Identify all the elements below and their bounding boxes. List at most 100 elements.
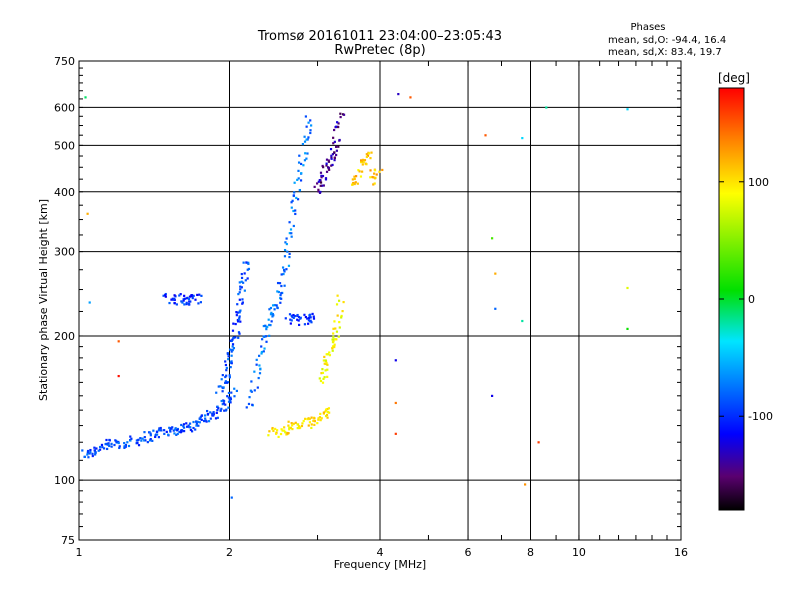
data-point — [176, 429, 179, 432]
data-point — [124, 443, 128, 447]
data-point — [91, 454, 94, 458]
data-point — [225, 381, 229, 384]
data-point — [545, 106, 548, 109]
data-point — [234, 322, 237, 326]
data-point — [155, 433, 159, 436]
data-point — [333, 159, 336, 162]
data-point — [245, 261, 248, 264]
data-point — [329, 148, 333, 151]
data-point — [271, 315, 274, 318]
data-point — [239, 320, 242, 323]
data-point — [195, 422, 198, 425]
data-point — [293, 191, 296, 194]
data-point — [229, 396, 232, 399]
data-point — [268, 308, 271, 311]
data-point — [280, 284, 283, 288]
data-point — [271, 312, 274, 316]
data-point — [320, 417, 323, 420]
data-point — [326, 416, 329, 419]
data-point — [280, 292, 283, 295]
data-point — [333, 156, 336, 159]
x-tick-label: 8 — [527, 546, 534, 559]
data-point — [337, 125, 340, 129]
data-point — [311, 312, 314, 316]
data-point — [220, 399, 223, 403]
data-point — [335, 145, 338, 148]
data-point — [222, 399, 225, 402]
data-point — [409, 96, 412, 99]
data-point — [242, 261, 245, 264]
data-point — [251, 403, 254, 406]
data-point — [300, 172, 303, 175]
data-point — [180, 430, 183, 433]
data-point — [299, 426, 302, 429]
data-point — [272, 429, 275, 432]
data-point — [94, 453, 97, 456]
x-tick-label: 4 — [377, 546, 384, 559]
data-point — [241, 302, 244, 305]
data-point — [185, 297, 188, 300]
data-point — [333, 320, 336, 323]
data-point — [264, 335, 268, 338]
data-point — [313, 185, 316, 188]
data-point — [321, 371, 325, 374]
data-point — [353, 175, 356, 178]
data-point — [276, 306, 279, 310]
data-point — [317, 188, 320, 191]
data-point — [167, 433, 170, 436]
data-point — [230, 360, 233, 363]
data-point — [149, 437, 152, 441]
data-point — [318, 191, 322, 194]
data-point — [296, 423, 299, 426]
data-point — [221, 390, 224, 393]
data-point — [484, 134, 487, 137]
data-point — [324, 410, 327, 413]
data-point — [308, 417, 311, 421]
data-point — [338, 138, 341, 142]
data-point — [117, 340, 120, 343]
data-point — [106, 447, 109, 451]
data-point — [89, 450, 92, 454]
data-point — [283, 248, 287, 252]
data-point — [282, 268, 286, 272]
data-point — [335, 303, 339, 306]
data-point — [310, 423, 313, 426]
data-point — [296, 313, 299, 317]
data-point — [182, 423, 186, 426]
data-point — [279, 301, 282, 304]
data-point — [107, 443, 110, 446]
data-point — [352, 181, 355, 185]
data-point — [225, 408, 228, 411]
data-point — [319, 412, 322, 415]
data-point — [353, 177, 356, 181]
y-tick-label: 300 — [54, 246, 75, 259]
data-point — [257, 376, 260, 380]
data-point — [334, 327, 337, 330]
data-point — [91, 452, 94, 455]
data-point — [228, 348, 232, 351]
data-point — [309, 129, 312, 132]
data-point — [373, 169, 377, 172]
data-point — [127, 444, 131, 448]
data-point — [292, 224, 295, 228]
data-point — [232, 322, 235, 325]
data-point — [169, 429, 172, 432]
data-point — [173, 297, 176, 300]
data-point — [190, 430, 194, 433]
data-point — [359, 161, 363, 164]
data-point — [359, 159, 363, 162]
data-point — [175, 303, 178, 306]
data-point — [288, 255, 291, 259]
data-point — [338, 326, 341, 329]
data-point — [226, 352, 229, 355]
data-point — [86, 212, 89, 215]
data-point — [155, 430, 159, 434]
data-point — [209, 417, 212, 420]
data-point — [163, 429, 166, 432]
data-point — [98, 448, 102, 451]
data-point — [332, 340, 335, 343]
data-point — [342, 300, 345, 304]
data-point — [325, 361, 328, 365]
data-point — [237, 331, 241, 334]
data-point — [231, 329, 235, 332]
